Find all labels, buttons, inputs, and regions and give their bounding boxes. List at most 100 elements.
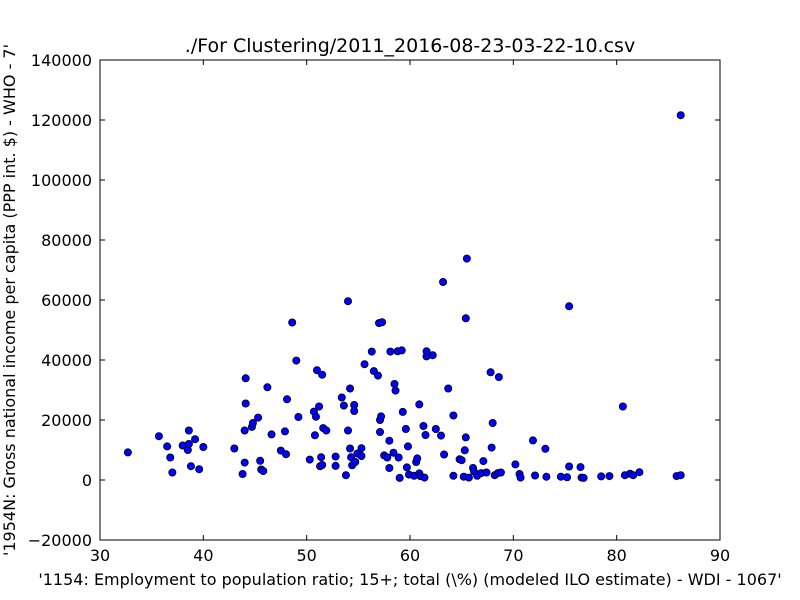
data-point bbox=[184, 439, 193, 448]
data-point bbox=[395, 473, 404, 482]
data-point bbox=[331, 452, 340, 461]
data-point bbox=[401, 424, 410, 433]
data-point bbox=[360, 360, 369, 369]
data-point bbox=[343, 426, 352, 435]
data-point bbox=[254, 413, 263, 422]
data-point bbox=[431, 424, 440, 433]
data-point bbox=[191, 435, 200, 444]
data-point bbox=[449, 471, 458, 480]
data-point bbox=[317, 453, 326, 462]
data-point bbox=[305, 455, 314, 464]
data-point bbox=[462, 254, 471, 263]
y-tick-label: 100000 bbox=[31, 171, 92, 190]
data-point bbox=[511, 460, 520, 469]
ticks-layer: 30 40 50 60 70 80 90 −20000 0 20000 40000 60000 8000… bbox=[28, 51, 730, 565]
data-point bbox=[398, 407, 407, 416]
data-point bbox=[496, 468, 505, 477]
chart-title: ./For Clustering/2011_2016-08-23-03-22-1… bbox=[185, 35, 635, 57]
data-point bbox=[337, 393, 346, 402]
data-point bbox=[421, 430, 430, 439]
data-point bbox=[292, 356, 301, 365]
x-axis-label: '1154: Employment to population ratio; 1… bbox=[38, 570, 781, 589]
data-point bbox=[280, 427, 289, 436]
data-point bbox=[488, 418, 497, 427]
data-point bbox=[479, 457, 488, 466]
data-point bbox=[346, 384, 355, 393]
data-point bbox=[357, 444, 366, 453]
data-point bbox=[464, 473, 473, 482]
y-tick-label: 60000 bbox=[41, 291, 92, 310]
data-point bbox=[267, 430, 276, 439]
data-point bbox=[449, 411, 458, 420]
data-point bbox=[376, 427, 385, 436]
data-point bbox=[331, 461, 340, 470]
data-point bbox=[397, 346, 406, 355]
data-point bbox=[318, 460, 327, 469]
data-point bbox=[576, 463, 585, 472]
data-point bbox=[391, 386, 400, 395]
data-point bbox=[351, 457, 360, 466]
data-point bbox=[428, 351, 437, 360]
data-point bbox=[579, 473, 588, 482]
data-point bbox=[322, 426, 331, 435]
data-point bbox=[256, 456, 265, 465]
data-point bbox=[367, 347, 376, 356]
data-point bbox=[605, 472, 614, 481]
data-point bbox=[389, 448, 398, 457]
data-point bbox=[494, 373, 503, 382]
data-point bbox=[542, 472, 551, 481]
data-point bbox=[377, 412, 386, 421]
data-point bbox=[676, 471, 685, 480]
data-point bbox=[390, 379, 399, 388]
data-point bbox=[402, 463, 411, 472]
data-point bbox=[461, 433, 470, 442]
y-axis-label: '1954N: Gross national income per capita… bbox=[0, 44, 19, 556]
data-point bbox=[676, 111, 685, 120]
data-point bbox=[457, 456, 466, 465]
data-point bbox=[350, 406, 359, 415]
data-point bbox=[311, 412, 320, 421]
data-point bbox=[516, 473, 525, 482]
data-point bbox=[123, 448, 132, 457]
x-tick-label: 40 bbox=[193, 546, 213, 565]
data-point bbox=[385, 463, 394, 472]
y-axis-label-group: '1954N: Gross national income per capita… bbox=[0, 44, 19, 556]
data-point bbox=[420, 473, 429, 482]
data-point bbox=[248, 418, 257, 427]
data-point bbox=[440, 450, 449, 459]
data-point bbox=[460, 446, 469, 455]
data-point bbox=[618, 402, 627, 411]
data-point bbox=[288, 318, 297, 327]
data-point bbox=[341, 471, 350, 480]
data-point bbox=[281, 450, 290, 459]
data-point bbox=[230, 444, 239, 453]
data-point bbox=[241, 399, 250, 408]
y-tick-label: −20000 bbox=[28, 531, 92, 550]
data-point bbox=[439, 277, 448, 286]
data-point bbox=[343, 297, 352, 306]
data-point bbox=[263, 383, 272, 392]
data-point bbox=[166, 453, 175, 462]
y-tick-label: 0 bbox=[82, 471, 92, 490]
y-tick-label: 80000 bbox=[41, 231, 92, 250]
data-point bbox=[373, 371, 382, 380]
data-point bbox=[419, 421, 428, 430]
data-point bbox=[184, 426, 193, 435]
data-point bbox=[531, 471, 540, 480]
data-point bbox=[357, 451, 366, 460]
data-point bbox=[310, 431, 319, 440]
data-point bbox=[482, 468, 491, 477]
data-point bbox=[563, 473, 572, 482]
data-point bbox=[386, 347, 395, 356]
x-tick-label: 70 bbox=[503, 546, 523, 565]
y-tick-label: 120000 bbox=[31, 111, 92, 130]
x-tick-label: 90 bbox=[710, 546, 730, 565]
data-point bbox=[241, 374, 250, 383]
data-point bbox=[312, 366, 321, 375]
x-tick-label: 50 bbox=[296, 546, 316, 565]
data-point bbox=[294, 412, 303, 421]
data-points bbox=[123, 111, 685, 482]
data-point bbox=[318, 370, 327, 379]
